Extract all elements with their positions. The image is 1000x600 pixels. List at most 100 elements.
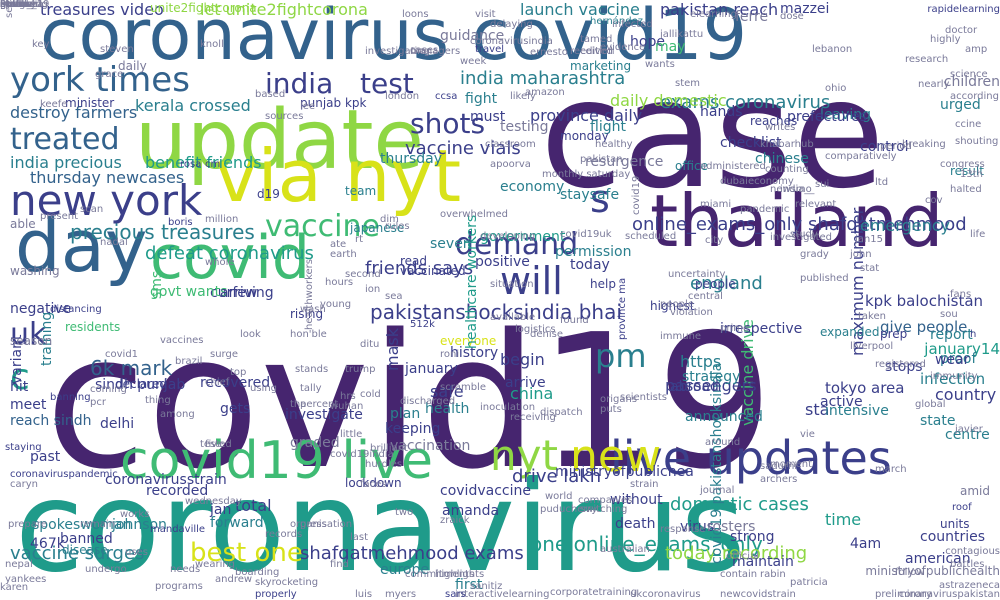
cloud-word: according: [950, 91, 999, 102]
cloud-word: strain: [630, 479, 659, 490]
cloud-word: prep: [880, 327, 908, 341]
cloud-word: john: [850, 249, 872, 260]
cloud-word: australian: [600, 544, 650, 555]
cloud-word: ate: [330, 239, 347, 250]
cloud-word: coronavirus covid19: [40, 0, 748, 76]
cloud-word: grace: [95, 69, 124, 80]
cloud-word: hit: [10, 379, 29, 395]
cloud-word: london: [385, 91, 420, 102]
cloud-word: contagious: [945, 546, 1000, 557]
cloud-word: fight: [465, 91, 498, 107]
cloud-word: plan: [390, 406, 421, 422]
cloud-word: rising: [290, 307, 324, 321]
cloud-word: tokyo area: [825, 379, 905, 397]
cloud-word: intensive: [825, 403, 889, 419]
cloud-word: undergo: [85, 564, 127, 575]
cloud-word: stat: [860, 263, 880, 274]
cloud-word: thing: [145, 395, 171, 406]
cloud-word: situation: [490, 279, 534, 290]
cloud-word: wash: [300, 304, 326, 315]
cloud-word: covid__19: [0, 0, 50, 10]
cloud-word: covid19uk: [560, 229, 612, 240]
cloud-word: punjab kpk: [300, 96, 367, 110]
cloud-word: domestic cases: [670, 494, 809, 515]
cloud-word: gh: [0, 0, 13, 10]
cloud-word: managers: [410, 46, 461, 57]
cloud-word: prefectures: [787, 109, 867, 125]
cloud-word: positive: [475, 254, 530, 270]
cloud-word: origans: [600, 394, 638, 405]
cloud-word: scheduled: [625, 231, 677, 242]
cloud-word: ministryofpublichea: [555, 464, 694, 480]
cloud-word: miami: [700, 199, 732, 210]
cloud-word: taken: [858, 311, 886, 322]
cloud-word: active: [820, 394, 863, 410]
cloud-word: sunday: [0, 0, 37, 10]
cloud-word: covid19: [631, 175, 642, 215]
cloud-word: keefe: [40, 99, 68, 110]
cloud-word: ion: [365, 284, 381, 295]
cloud-word: 512k: [410, 319, 435, 330]
cloud-word: kpk balochistan: [865, 292, 984, 310]
cloud-word: works: [120, 509, 150, 520]
cloud-word: steven: [100, 44, 134, 55]
cloud-word: negative: [10, 301, 72, 317]
cloud-word: budget: [0, 0, 36, 10]
cloud-word: 4am: [850, 536, 882, 552]
cloud-word: pm: [595, 337, 647, 375]
cloud-word: response: [660, 524, 706, 535]
cloud-word: hernández: [590, 16, 643, 27]
cloud-word: scan: [80, 204, 104, 215]
cloud-word: johnson: [112, 517, 167, 533]
cloud-word: announced: [685, 409, 763, 425]
cloud-word: mumbai: [0, 0, 42, 10]
cloud-word: american: [905, 551, 971, 567]
cloud-word: look: [240, 329, 261, 340]
cloud-word: programs: [155, 581, 203, 592]
cloud-word: luis: [355, 589, 373, 600]
cloud-word: strong: [730, 529, 775, 545]
cloud-word: washing: [10, 264, 60, 278]
cloud-word: healthcare workers: [464, 214, 480, 349]
cloud-word: tested: [200, 439, 232, 450]
cloud-word: investigate: [285, 407, 363, 423]
cloud-word: daily: [118, 59, 147, 73]
cloud-word: needs: [170, 564, 201, 575]
cloud-word: declared: [115, 377, 167, 391]
cloud-word: global: [915, 399, 946, 410]
cloud-word: india precious: [10, 153, 122, 172]
cloud-word: lebanon: [812, 44, 853, 55]
cloud-word: ferré: [735, 9, 769, 25]
cloud-word: ltd: [875, 177, 889, 188]
cloud-word: vaccine: [265, 209, 380, 244]
cloud-word: team: [345, 184, 377, 198]
cloud-word: records: [265, 529, 303, 540]
cloud-word: guidance: [440, 28, 505, 44]
cloud-word: without: [610, 492, 663, 508]
cloud-word: death: [615, 516, 656, 532]
cloud-word: result: [950, 164, 984, 178]
cloud-word: 3m: [0, 0, 17, 10]
cloud-word: received: [570, 46, 613, 57]
cloud-word: vaccine surges: [10, 543, 145, 564]
cloud-word: tamed: [580, 34, 613, 45]
cloud-word: top: [230, 367, 247, 378]
cloud-word: minister: [65, 96, 115, 110]
cloud-word: england: [690, 273, 763, 294]
cloud-word: permission: [555, 244, 632, 260]
cloud-word: shouting: [955, 136, 999, 147]
cloud-word: mask: [383, 328, 402, 371]
cloud-word: interactivelearning: [455, 589, 550, 600]
cloud-word: total: [235, 496, 272, 515]
cloud-word: testing: [500, 119, 549, 135]
cloud-word: update: [135, 93, 424, 188]
cloud-word: line: [0, 0, 19, 10]
cloud-word: monday: [560, 129, 609, 143]
cloud-word: karen: [0, 582, 29, 593]
cloud-word: coronavirus: [15, 455, 746, 600]
cloud-word: yankees: [5, 574, 47, 585]
cloud-word: found: [560, 315, 589, 326]
cloud-word: europe: [380, 562, 429, 578]
cloud-word: surge: [210, 349, 238, 360]
